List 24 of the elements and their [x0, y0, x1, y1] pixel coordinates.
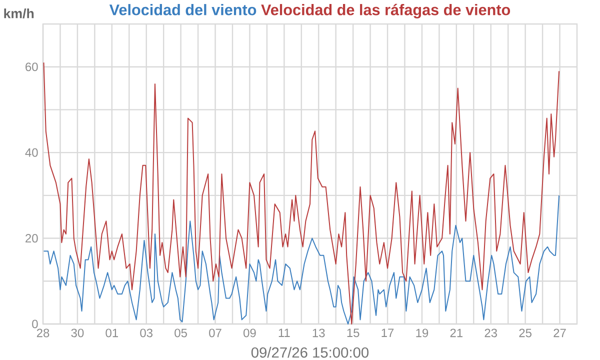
x-tick-label: 23	[484, 328, 498, 338]
y-tick-label: 60	[26, 62, 38, 72]
x-tick-label: 27	[554, 328, 566, 338]
x-axis-title: 09/27/26 15:00:00	[251, 346, 369, 358]
x-tick-label: 30	[71, 328, 84, 338]
x-tick-label: 21	[450, 328, 462, 338]
x-tick-label: 11	[278, 328, 290, 337]
x-tick-label: 03	[140, 328, 153, 338]
x-tick-label: 07	[209, 328, 222, 338]
x-tick-label: 05	[174, 328, 187, 338]
x-tick-label: 17	[382, 328, 394, 337]
y-tick-label: 0	[32, 320, 38, 328]
x-tick-label: 25	[519, 328, 532, 338]
x-tick-label: 15	[347, 328, 360, 338]
x-tick-label: 01	[106, 328, 118, 338]
text: Velocidad de las ráfagas de viento	[261, 4, 510, 18]
y-tick-label: 20	[26, 234, 38, 243]
x-tick-label: 28	[36, 328, 50, 338]
x-tick-label: 19	[416, 328, 428, 338]
y-tick-label: 40	[25, 148, 38, 157]
x-tick-label: 09	[244, 328, 256, 338]
x-tick-label: 13	[312, 328, 325, 338]
text: Velocidad del viento	[109, 4, 256, 16]
y-axis-title: km/h	[4, 8, 34, 18]
